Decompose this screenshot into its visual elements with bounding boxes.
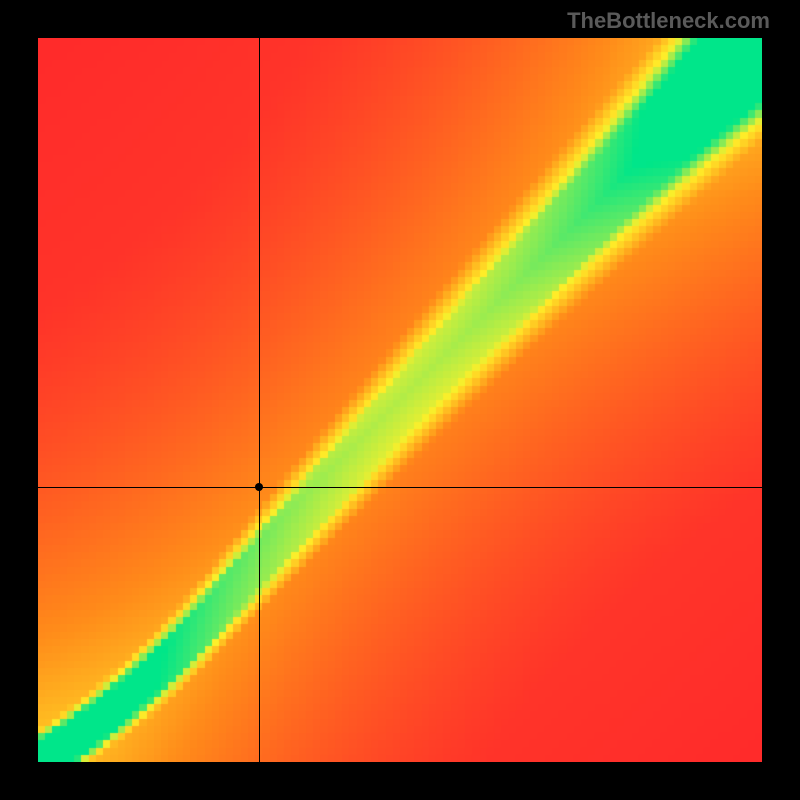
crosshair-vertical <box>259 38 260 762</box>
chart-container: TheBottleneck.com <box>0 0 800 800</box>
watermark-text: TheBottleneck.com <box>567 8 770 34</box>
crosshair-horizontal <box>38 487 762 488</box>
bottleneck-heatmap <box>38 38 762 762</box>
crosshair-marker <box>255 483 263 491</box>
